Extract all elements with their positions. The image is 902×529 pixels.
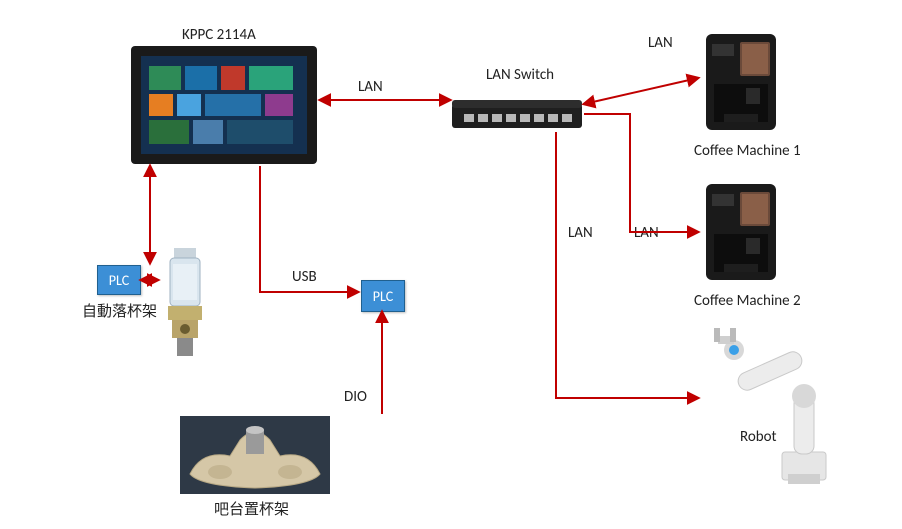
cup-holder-label: 吧台置杯架 <box>214 498 289 519</box>
dio-label: DIO <box>344 388 367 406</box>
cup-dispenser-device <box>160 248 210 360</box>
lan-switch-label: LAN Switch <box>486 66 554 84</box>
cup-holder-device <box>180 416 330 494</box>
kppc-title-label: KPPC 2114A <box>182 26 256 44</box>
arrow-switch-robot <box>556 132 698 398</box>
lan-label-2: LAN <box>648 34 673 52</box>
lan-label-1: LAN <box>358 78 383 96</box>
usb-label: USB <box>292 268 317 286</box>
coffee-machine-1-device <box>702 28 780 136</box>
coffee-machine-2-label: Coffee Machine 2 <box>694 292 801 310</box>
cup-dispenser-label: 自動落杯架 <box>82 300 157 321</box>
plc-left-box: PLC <box>97 265 141 295</box>
robot-arm-device <box>700 326 836 486</box>
lan-label-3: LAN <box>568 224 593 242</box>
lan-switch-device <box>452 100 582 132</box>
plc-right-box: PLC <box>361 280 405 312</box>
coffee-machine-1-label: Coffee Machine 1 <box>694 142 801 160</box>
panel-pc <box>131 46 317 164</box>
arrow-switch-cof2 <box>584 114 698 232</box>
arrow-switch-cof1 <box>584 78 698 104</box>
coffee-machine-2-device <box>702 178 780 286</box>
lan-label-4: LAN <box>634 224 659 242</box>
